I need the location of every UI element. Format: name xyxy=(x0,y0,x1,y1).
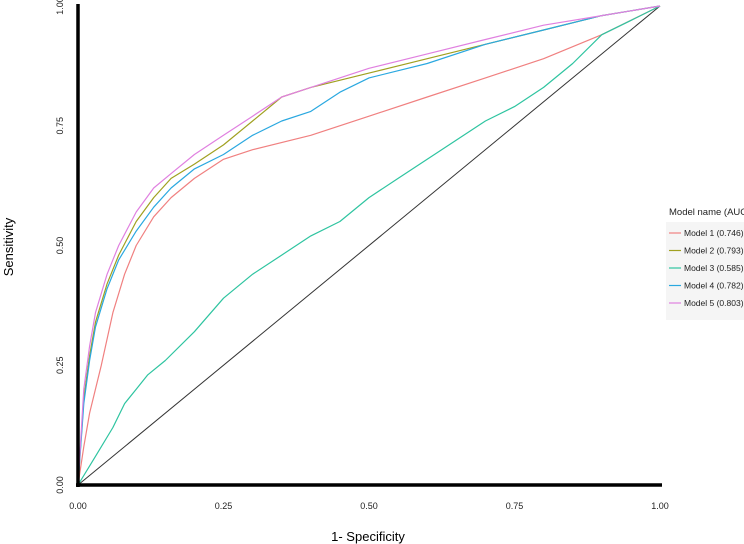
series-line-model-1 xyxy=(77,5,661,486)
legend-item-label: Model 4 (0.782) xyxy=(684,281,744,291)
reference-diagonal-line xyxy=(77,5,661,486)
y-tick-label: 0.75 xyxy=(55,117,65,135)
y-axis-title: Sensitivity xyxy=(1,217,16,276)
plot-area xyxy=(77,5,661,486)
legend-title: Model name (AUC) xyxy=(669,207,744,218)
x-tick-label: 0.50 xyxy=(360,501,378,511)
y-tick-label: 0.50 xyxy=(55,237,65,255)
x-tick-label: 1.00 xyxy=(651,501,669,511)
y-tick-label: 0.00 xyxy=(55,476,65,494)
series-line-model-5 xyxy=(77,5,661,486)
legend-item-label: Model 5 (0.803) xyxy=(684,298,744,308)
y-tick-label: 1.00 xyxy=(55,0,65,15)
x-tick-label: 0.00 xyxy=(69,501,87,511)
legend-item-label: Model 1 (0.746) xyxy=(684,228,744,238)
ticks: 0.00 0.25 0.50 0.75 1.00 0.00 0.25 0.50 0.75 1.00 xyxy=(55,0,669,511)
series-line-model-3 xyxy=(77,5,661,486)
legend: Model name (AUC) Model 1 (0.746) Model 2 … xyxy=(666,207,744,320)
legend-item-label: Model 2 (0.793) xyxy=(684,246,744,256)
axes xyxy=(76,4,662,487)
x-axis-title: 1- Specificity xyxy=(331,529,405,544)
series-line-model-4 xyxy=(77,5,661,486)
x-tick-label: 0.75 xyxy=(506,501,524,511)
legend-item-label: Model 3 (0.585) xyxy=(684,263,744,273)
legend-box xyxy=(666,222,744,320)
x-tick-label: 0.25 xyxy=(215,501,233,511)
y-tick-label: 0.25 xyxy=(55,356,65,374)
